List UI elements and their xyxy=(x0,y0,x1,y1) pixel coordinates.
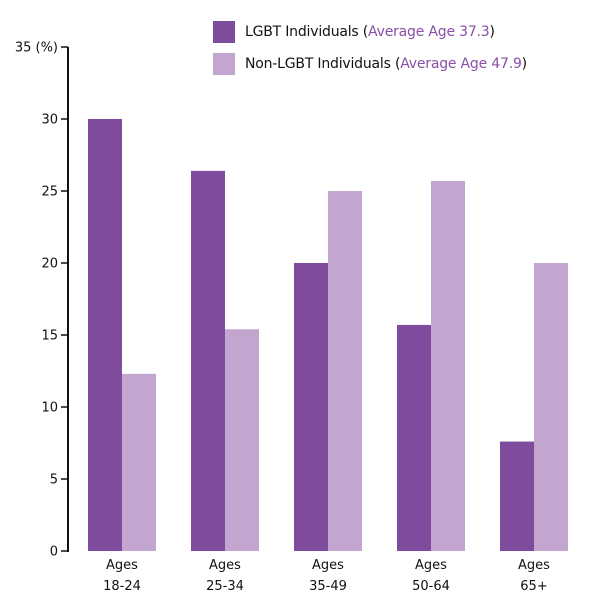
y-tick-label: 5 xyxy=(50,473,58,488)
legend-item-lgbt: LGBT Individuals (Average Age 37.3) xyxy=(213,21,527,43)
legend-series-name: Non-LGBT Individuals xyxy=(245,56,391,72)
y-tick-label: 30 xyxy=(41,113,58,128)
bar-lgbt xyxy=(397,324,431,551)
legend-paren-open: ( xyxy=(390,56,401,72)
y-tick-label: 35 (%) xyxy=(15,41,58,56)
legend-swatch-lgbt xyxy=(213,21,235,43)
legend-paren-open: ( xyxy=(358,24,369,40)
x-tick-label: 25-34 xyxy=(206,579,244,594)
bar-non-lgbt xyxy=(328,191,362,551)
legend-label-lgbt: LGBT Individuals (Average Age 37.3) xyxy=(245,24,495,40)
x-tick-label: 35-49 xyxy=(309,579,347,594)
legend-swatch-non-lgbt xyxy=(213,53,235,75)
x-tick-label: Ages xyxy=(312,558,344,573)
x-tick-label: Ages xyxy=(415,558,447,573)
bar-non-lgbt xyxy=(534,263,568,551)
x-tick-label: 65+ xyxy=(520,579,547,594)
legend-label-non-lgbt: Non-LGBT Individuals (Average Age 47.9) xyxy=(245,56,527,72)
y-tick-label: 25 xyxy=(41,185,58,200)
y-tick-label: 10 xyxy=(41,401,58,416)
x-tick-label: 50-64 xyxy=(412,579,450,594)
x-tick-label: Ages xyxy=(518,558,550,573)
x-tick-label: 18-24 xyxy=(103,579,141,594)
bar-lgbt xyxy=(294,263,328,551)
legend-series-name: LGBT Individuals xyxy=(245,24,359,40)
y-tick-label: 20 xyxy=(41,257,58,272)
bar-non-lgbt xyxy=(122,373,156,551)
bar-non-lgbt xyxy=(225,329,259,551)
legend-average-age: Average Age 37.3 xyxy=(368,24,490,40)
bar-non-lgbt xyxy=(431,180,465,552)
legend-paren-close: ) xyxy=(521,56,527,72)
legend-item-non-lgbt: Non-LGBT Individuals (Average Age 47.9) xyxy=(213,53,527,75)
y-tick-label: 15 xyxy=(41,329,58,344)
bar-lgbt xyxy=(88,119,122,551)
legend-average-age: Average Age 47.9 xyxy=(400,56,522,72)
legend-paren-close: ) xyxy=(489,24,495,40)
bar-lgbt xyxy=(500,441,534,551)
x-tick-label: Ages xyxy=(106,558,138,573)
x-tick-label: Ages xyxy=(209,558,241,573)
legend: LGBT Individuals (Average Age 37.3) Non-… xyxy=(213,21,527,85)
bar-lgbt xyxy=(191,170,225,551)
y-tick-label: 0 xyxy=(50,545,58,560)
